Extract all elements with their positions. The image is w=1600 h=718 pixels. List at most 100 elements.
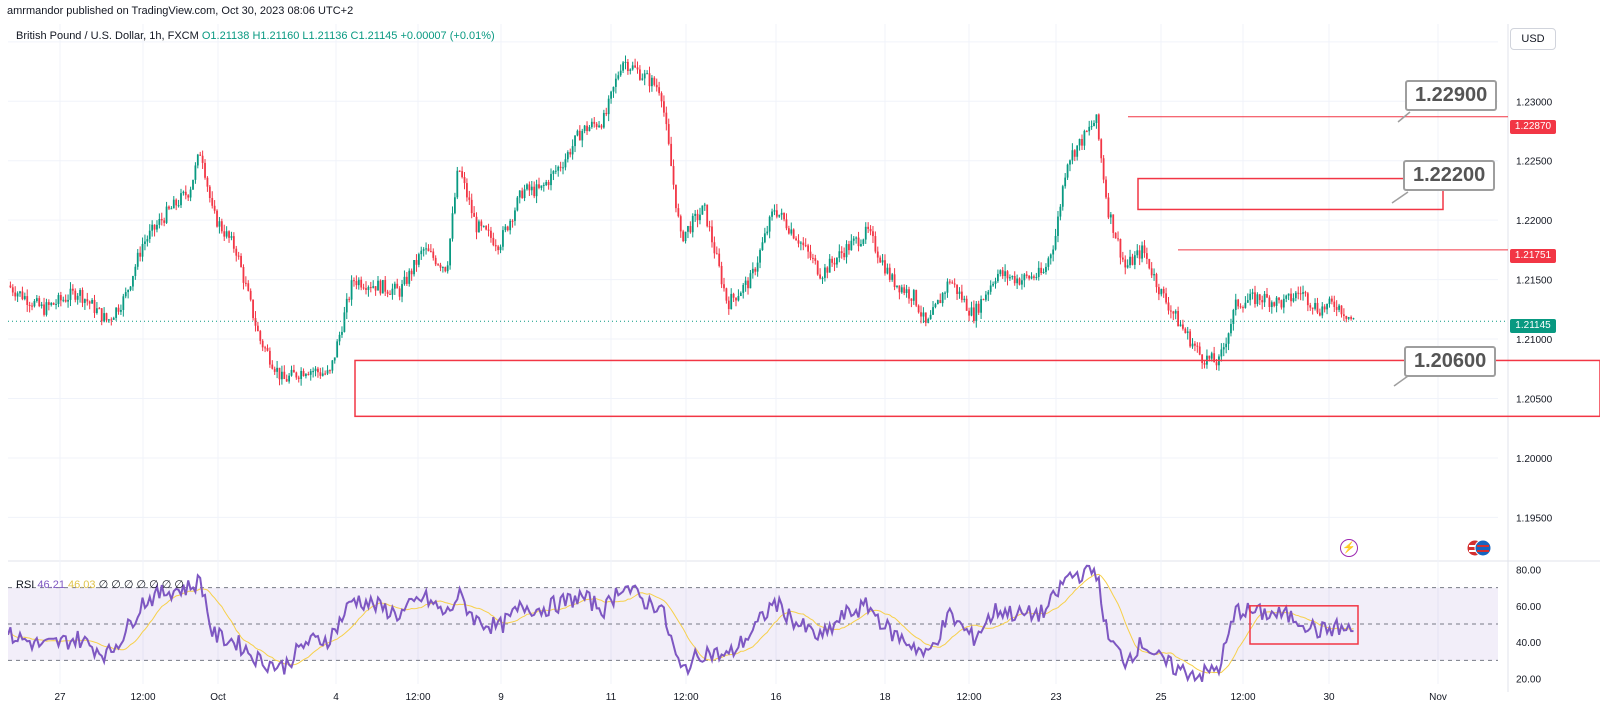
candle-body [559, 166, 562, 168]
candle-body [1174, 310, 1177, 314]
candle-body [956, 284, 958, 294]
candle-body [759, 250, 761, 263]
candle-body [718, 253, 721, 266]
candle-body [787, 228, 790, 234]
candle-body [792, 229, 795, 239]
candle-body [1100, 139, 1103, 159]
candle-body [11, 287, 14, 293]
candle-body [699, 214, 701, 221]
candle-body [1278, 297, 1280, 301]
us-flag-icon[interactable] [1466, 539, 1492, 557]
price-tick-label: 1.22500 [1516, 157, 1553, 168]
high-value: H1.21160 [252, 30, 300, 42]
candle-body [100, 308, 103, 322]
candle-body [47, 302, 50, 305]
candle-body [1145, 253, 1148, 259]
candlestick-series [9, 55, 1355, 386]
candle-body [521, 190, 524, 199]
candle-body [331, 360, 334, 371]
candle-body [281, 371, 283, 380]
candle-body [982, 299, 985, 301]
currency-selector[interactable]: USD [1510, 28, 1556, 50]
candle-body [905, 289, 908, 294]
candle-body [439, 264, 442, 268]
candle-body [1251, 292, 1254, 294]
candle-body [581, 130, 584, 141]
candle-body [639, 69, 641, 80]
candle-body [353, 280, 355, 282]
candle-body [492, 237, 495, 246]
chart-svg[interactable]: 1.235001.230001.225001.220001.215001.210… [8, 24, 1600, 718]
candle-body [648, 73, 651, 87]
candle-body [1129, 256, 1131, 266]
candle-body [132, 276, 134, 287]
candle-body [309, 371, 312, 375]
candle-body [115, 307, 118, 318]
candle-body [980, 299, 982, 313]
callout-pointer [1397, 111, 1411, 123]
candle-body [742, 284, 745, 293]
candle-body [252, 299, 254, 319]
candle-body [1333, 301, 1336, 308]
candle-body [110, 319, 113, 321]
candle-body [302, 370, 305, 377]
candle-body [427, 248, 430, 252]
candle-body [55, 304, 57, 306]
candle-body [994, 281, 997, 284]
candle-body [456, 170, 459, 198]
chart-frame[interactable]: 1.235001.230001.225001.220001.215001.210… [8, 24, 1600, 718]
candle-body [641, 78, 644, 80]
candle-body [333, 357, 336, 361]
candle-body [374, 286, 377, 291]
candle-body [139, 252, 142, 257]
candle-body [631, 65, 634, 70]
time-tick-label: Nov [1429, 692, 1447, 703]
candle-body [651, 77, 653, 87]
candle-body [1136, 250, 1139, 256]
candle-body [33, 301, 36, 307]
candle-body [1066, 164, 1069, 178]
candle-body [1340, 305, 1343, 315]
candle-body [1268, 297, 1271, 307]
candle-body [689, 226, 692, 233]
candle-body [946, 281, 949, 293]
candle-body [804, 245, 807, 247]
time-tick-label: 12:00 [405, 692, 430, 703]
candle-body [766, 231, 769, 234]
candle-body [884, 260, 886, 274]
rsi-highlight-box [1249, 605, 1359, 645]
candle-body [552, 171, 555, 174]
candle-body [725, 288, 728, 301]
candle-body [473, 213, 476, 217]
candle-body [751, 268, 754, 274]
candle-body [377, 280, 379, 291]
candle-body [1318, 312, 1321, 316]
candle-body [545, 182, 548, 185]
candle-body [141, 243, 144, 257]
candle-body [196, 154, 199, 166]
candle-body [1035, 276, 1038, 278]
time-tick-label: 27 [54, 692, 66, 703]
candle-body [761, 242, 764, 251]
candle-body [908, 289, 910, 299]
candle-body [773, 210, 776, 212]
bolt-icon[interactable]: ⚡ [1340, 539, 1358, 557]
callout-1-20600: 1.20600 [1404, 346, 1497, 377]
candle-body [1316, 302, 1319, 313]
open-value: O1.21138 [201, 30, 250, 42]
candle-body [444, 267, 447, 272]
candle-body [744, 280, 747, 285]
candle-body [1150, 268, 1153, 276]
candle-body [739, 292, 742, 297]
candle-body [1009, 277, 1011, 279]
candle-body [1225, 343, 1228, 348]
candle-body [1021, 280, 1023, 285]
rsi-legend: RSI 46.21 46.03 ∅ ∅ ∅ ∅ ∅ ∅ ∅ [16, 578, 184, 591]
candle-body [1177, 310, 1180, 327]
candle-body [88, 301, 91, 304]
candle-body [1126, 265, 1129, 268]
candle-body [381, 280, 384, 294]
candle-body [1081, 139, 1083, 146]
candle-body [1045, 266, 1047, 272]
candle-body [177, 205, 180, 207]
